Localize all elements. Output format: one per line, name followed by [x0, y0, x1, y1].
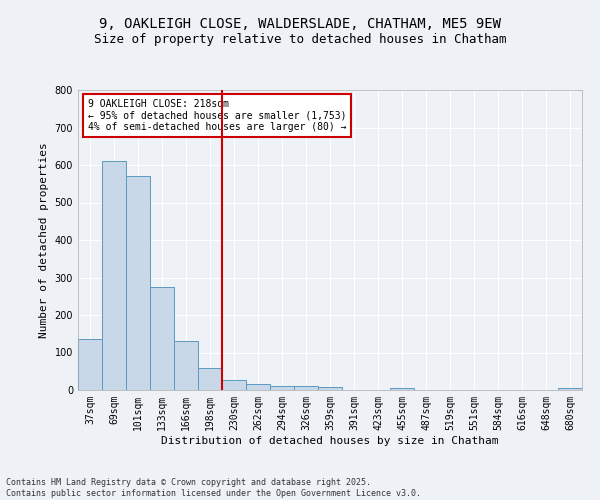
X-axis label: Distribution of detached houses by size in Chatham: Distribution of detached houses by size …: [161, 436, 499, 446]
Bar: [294, 386, 318, 390]
Bar: [270, 386, 294, 390]
Text: 9, OAKLEIGH CLOSE, WALDERSLADE, CHATHAM, ME5 9EW: 9, OAKLEIGH CLOSE, WALDERSLADE, CHATHAM,…: [99, 18, 501, 32]
Bar: [318, 387, 342, 390]
Text: 9 OAKLEIGH CLOSE: 218sqm
← 95% of detached houses are smaller (1,753)
4% of semi: 9 OAKLEIGH CLOSE: 218sqm ← 95% of detach…: [88, 99, 347, 132]
Bar: [222, 380, 246, 390]
Y-axis label: Number of detached properties: Number of detached properties: [39, 142, 49, 338]
Text: Contains HM Land Registry data © Crown copyright and database right 2025.
Contai: Contains HM Land Registry data © Crown c…: [6, 478, 421, 498]
Bar: [390, 388, 414, 390]
Bar: [198, 368, 222, 390]
Bar: [78, 340, 102, 390]
Text: Size of property relative to detached houses in Chatham: Size of property relative to detached ho…: [94, 32, 506, 46]
Bar: [126, 176, 150, 390]
Bar: [150, 287, 174, 390]
Bar: [246, 384, 270, 390]
Bar: [558, 388, 582, 390]
Bar: [174, 341, 198, 390]
Bar: [102, 161, 126, 390]
